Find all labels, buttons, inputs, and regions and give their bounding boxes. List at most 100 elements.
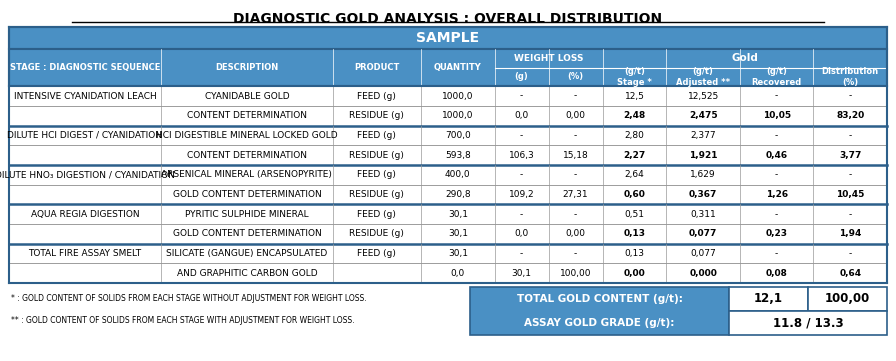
Text: 400,0: 400,0 (445, 170, 470, 179)
Text: 0,311: 0,311 (690, 210, 716, 219)
Text: RESIDUE (g): RESIDUE (g) (349, 190, 404, 199)
Text: 1,629: 1,629 (690, 170, 716, 179)
Text: -: - (849, 249, 852, 258)
Text: (g/t)
Recovered: (g/t) Recovered (752, 67, 802, 87)
Text: -: - (520, 210, 523, 219)
Text: 0,13: 0,13 (625, 249, 644, 258)
Text: 30,1: 30,1 (512, 269, 531, 278)
Text: 30,1: 30,1 (448, 229, 468, 238)
Text: 1000,0: 1000,0 (442, 111, 474, 120)
Text: WEIGHT LOSS: WEIGHT LOSS (513, 54, 583, 63)
Text: 1,94: 1,94 (839, 229, 861, 238)
Text: 2,475: 2,475 (689, 111, 718, 120)
Text: CONTENT DETERMINATION: CONTENT DETERMINATION (187, 151, 306, 160)
Text: 12,1: 12,1 (754, 292, 783, 305)
Text: -: - (775, 249, 779, 258)
Text: STAGE : DIAGNOSTIC SEQUENCE: STAGE : DIAGNOSTIC SEQUENCE (10, 64, 160, 72)
Text: 10,05: 10,05 (762, 111, 791, 120)
Text: 290,8: 290,8 (445, 190, 470, 199)
Text: FEED (g): FEED (g) (358, 131, 396, 140)
Text: 100,00: 100,00 (825, 292, 870, 305)
Text: 0,077: 0,077 (690, 249, 716, 258)
Text: (g): (g) (514, 73, 529, 81)
Text: 30,1: 30,1 (448, 249, 468, 258)
Text: ASSAY GOLD GRADE (g/t):: ASSAY GOLD GRADE (g/t): (524, 318, 675, 328)
Text: 0,0: 0,0 (514, 229, 529, 238)
Text: FEED (g): FEED (g) (358, 92, 396, 101)
Text: 30,1: 30,1 (448, 210, 468, 219)
Text: FEED (g): FEED (g) (358, 249, 396, 258)
FancyBboxPatch shape (9, 185, 887, 204)
Text: -: - (775, 210, 779, 219)
Text: 0,08: 0,08 (766, 269, 788, 278)
Text: (g/t)
Stage *: (g/t) Stage * (617, 67, 652, 87)
Text: 0,00: 0,00 (565, 229, 586, 238)
Text: 2,80: 2,80 (625, 131, 644, 140)
Text: 0,0: 0,0 (451, 269, 465, 278)
Text: AQUA REGIA DIGESTION: AQUA REGIA DIGESTION (30, 210, 139, 219)
Text: 100,00: 100,00 (560, 269, 591, 278)
Text: -: - (775, 92, 779, 101)
Text: 83,20: 83,20 (836, 111, 865, 120)
Text: 0,00: 0,00 (565, 111, 586, 120)
Text: 3,77: 3,77 (839, 151, 861, 160)
Text: 2,27: 2,27 (624, 151, 645, 160)
Text: GOLD CONTENT DETERMINATION: GOLD CONTENT DETERMINATION (173, 229, 322, 238)
Text: GOLD CONTENT DETERMINATION: GOLD CONTENT DETERMINATION (173, 190, 322, 199)
Text: RESIDUE (g): RESIDUE (g) (349, 111, 404, 120)
FancyBboxPatch shape (9, 27, 887, 49)
Text: -: - (520, 249, 523, 258)
Text: 0,367: 0,367 (689, 190, 718, 199)
Text: RESIDUE (g): RESIDUE (g) (349, 151, 404, 160)
Text: SILICATE (GANGUE) ENCAPSULATED: SILICATE (GANGUE) ENCAPSULATED (167, 249, 328, 258)
Text: -: - (574, 170, 577, 179)
Text: 0,64: 0,64 (840, 269, 861, 278)
Text: -: - (520, 170, 523, 179)
Text: AND GRAPHITIC CARBON GOLD: AND GRAPHITIC CARBON GOLD (177, 269, 317, 278)
FancyBboxPatch shape (470, 287, 728, 335)
Text: 15,18: 15,18 (563, 151, 589, 160)
Text: 0,60: 0,60 (624, 190, 645, 199)
Text: PYRITIC SULPHIDE MINERAL: PYRITIC SULPHIDE MINERAL (185, 210, 309, 219)
FancyBboxPatch shape (9, 244, 887, 264)
Text: 10,45: 10,45 (836, 190, 865, 199)
Text: 0,0: 0,0 (514, 111, 529, 120)
Text: TOTAL GOLD CONTENT (g/t):: TOTAL GOLD CONTENT (g/t): (517, 294, 683, 304)
Text: 2,48: 2,48 (624, 111, 645, 120)
Text: QUANTITY: QUANTITY (434, 64, 482, 72)
Text: 1000,0: 1000,0 (442, 92, 474, 101)
Text: HCl DIGESTIBLE MINERAL LOCKED GOLD: HCl DIGESTIBLE MINERAL LOCKED GOLD (156, 131, 338, 140)
Text: CYANIDABLE GOLD: CYANIDABLE GOLD (204, 92, 289, 101)
Text: (g/t)
Adjusted **: (g/t) Adjusted ** (676, 67, 730, 87)
Text: DILUTE HNO₃ DIGESTION / CYANIDATION: DILUTE HNO₃ DIGESTION / CYANIDATION (0, 170, 175, 179)
FancyBboxPatch shape (9, 126, 887, 145)
FancyBboxPatch shape (9, 264, 887, 283)
Text: INTENSIVE CYANIDATION LEACH: INTENSIVE CYANIDATION LEACH (13, 92, 157, 101)
Text: -: - (775, 170, 779, 179)
Text: 11.8 / 13.3: 11.8 / 13.3 (772, 317, 843, 330)
Text: 0,000: 0,000 (689, 269, 717, 278)
Text: RESIDUE (g): RESIDUE (g) (349, 229, 404, 238)
Text: -: - (849, 210, 852, 219)
Text: -: - (520, 131, 523, 140)
Text: -: - (574, 92, 577, 101)
Text: -: - (849, 92, 852, 101)
Text: 12,525: 12,525 (687, 92, 719, 101)
Text: 1,26: 1,26 (765, 190, 788, 199)
Text: -: - (775, 131, 779, 140)
Text: -: - (849, 131, 852, 140)
Text: * : GOLD CONTENT OF SOLIDS FROM EACH STAGE WITHOUT ADJUSTMENT FOR WEIGHT LOSS.: * : GOLD CONTENT OF SOLIDS FROM EACH STA… (11, 294, 366, 303)
Text: 0,51: 0,51 (625, 210, 644, 219)
Text: -: - (520, 92, 523, 101)
Text: TOTAL FIRE ASSAY SMELT: TOTAL FIRE ASSAY SMELT (29, 249, 142, 258)
FancyBboxPatch shape (808, 287, 887, 311)
Text: 2,64: 2,64 (625, 170, 644, 179)
Text: 0,23: 0,23 (766, 229, 788, 238)
Text: (%): (%) (567, 73, 583, 81)
Text: DESCRIPTION: DESCRIPTION (215, 64, 279, 72)
Text: 593,8: 593,8 (445, 151, 470, 160)
Text: PRODUCT: PRODUCT (354, 64, 400, 72)
Text: 700,0: 700,0 (445, 131, 470, 140)
Text: -: - (574, 131, 577, 140)
Text: DILUTE HCl DIGEST / CYANIDATION: DILUTE HCl DIGEST / CYANIDATION (7, 131, 162, 140)
